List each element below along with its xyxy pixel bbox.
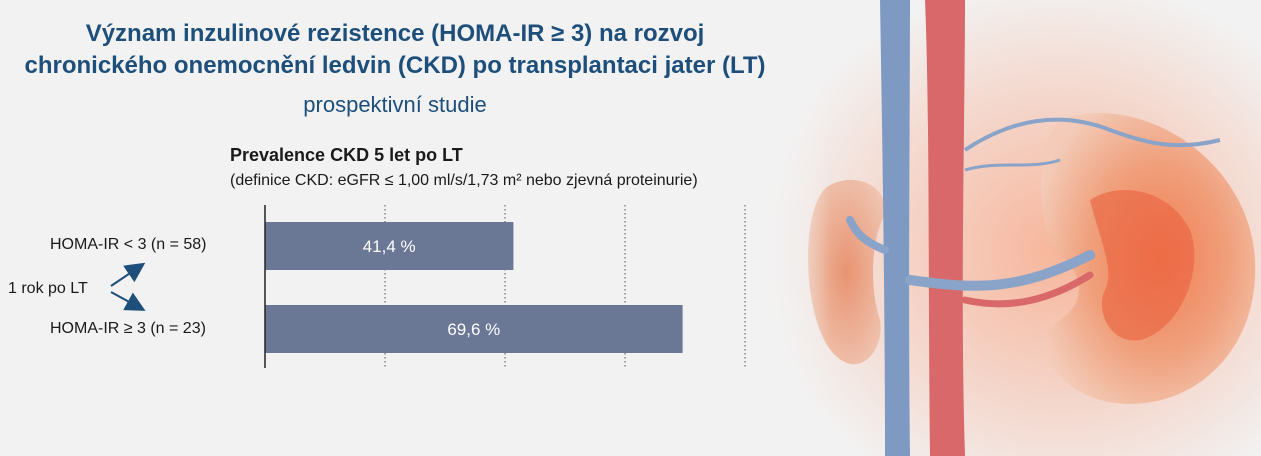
arrow-up-icon — [110, 262, 146, 287]
page-subtitle: prospektivní studie — [303, 92, 487, 117]
category-label-1: HOMA-IR < 3 (n = 58) — [50, 236, 207, 253]
bar-value-label-2: 69,6 % — [447, 320, 500, 339]
category-label-2: HOMA-IR ≥ 3 (n = 23) — [50, 320, 206, 337]
chart-title: Prevalence CKD 5 let po LT — [230, 145, 463, 165]
group-label: 1 rok po LT — [8, 280, 88, 297]
title-line-2: chronického onemocnění ledvin (CKD) po t… — [24, 52, 766, 79]
bar-value-label-1: 41,4 % — [363, 237, 416, 256]
bar-2 — [265, 305, 683, 353]
title-line-1: Význam inzulinové rezistence (HOMA-IR ≥ … — [85, 20, 705, 47]
kidney-illustration — [760, 0, 1261, 456]
arrow-down-icon — [110, 291, 146, 311]
chart-note: (definice CKD: eGFR ≤ 1,00 ml/s/1,73 m² … — [230, 172, 698, 189]
bar-1 — [265, 222, 514, 270]
page-title: Význam inzulinové rezistence (HOMA-IR ≥ … — [0, 18, 790, 82]
bar-chart: 41,4 % 69,6 % — [110, 205, 746, 368]
